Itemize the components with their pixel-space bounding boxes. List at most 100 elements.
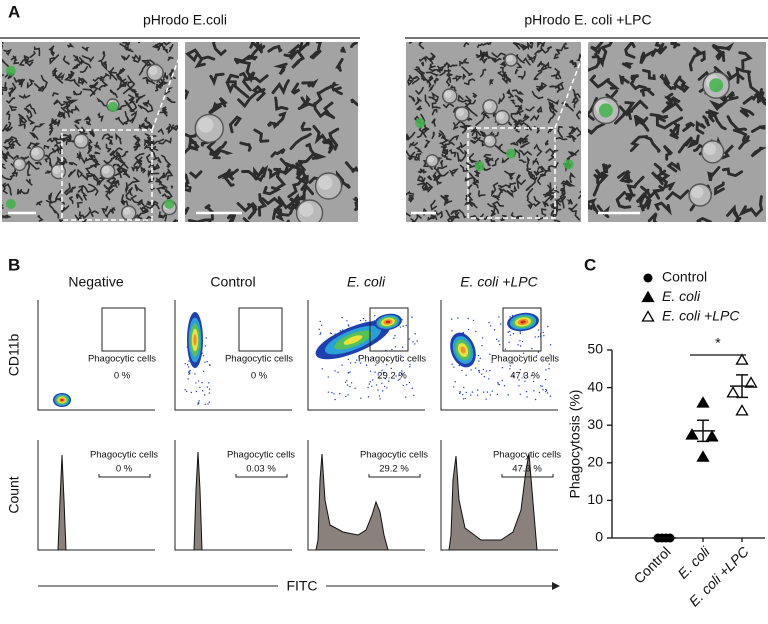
event [402, 384, 404, 387]
bacteria [237, 88, 266, 109]
bacteria [267, 121, 279, 127]
gate-percent: 0.03 % [246, 464, 276, 475]
bacteria [516, 138, 528, 144]
event [489, 369, 491, 372]
bacteria [101, 51, 106, 61]
bacteria [271, 207, 285, 222]
bacteria [67, 169, 76, 178]
column-header: E. coli [347, 274, 386, 290]
bacteria [571, 135, 577, 142]
bacteria [139, 207, 148, 213]
bacteria [417, 168, 425, 174]
event [509, 368, 511, 370]
bacteria [590, 42, 604, 55]
cell-highlight [75, 135, 84, 144]
event [491, 361, 493, 364]
bacteria [66, 42, 75, 48]
event [381, 390, 384, 392]
event [542, 358, 544, 360]
axis-label: FITC [286, 578, 317, 594]
bacteria [533, 70, 543, 81]
event [339, 330, 342, 332]
bacteria [116, 162, 126, 179]
density [343, 335, 363, 345]
bacteria [439, 69, 452, 77]
bacteria [165, 171, 170, 177]
bacteria [170, 124, 178, 132]
bacteria [554, 68, 561, 76]
event [414, 343, 416, 345]
event [377, 374, 379, 376]
bacteria [511, 89, 525, 95]
bacteria [288, 197, 298, 216]
bacteria [518, 149, 532, 157]
event [542, 389, 544, 391]
bacteria [738, 205, 752, 217]
event [408, 381, 411, 384]
bacteria [226, 80, 250, 99]
event [547, 325, 549, 328]
bacteria [140, 165, 147, 174]
bacteria [548, 161, 559, 171]
event [202, 370, 205, 373]
bacteria [19, 122, 26, 129]
bacteria [664, 92, 675, 107]
event [375, 364, 377, 366]
bacteria [24, 108, 33, 119]
event [485, 398, 487, 400]
bacteria [102, 60, 107, 66]
bacteria [516, 173, 522, 181]
bacteria [237, 54, 256, 74]
event [347, 394, 349, 396]
bacteria [547, 113, 556, 124]
bacteria [132, 135, 140, 147]
bacteria [441, 153, 452, 161]
bacteria [156, 187, 165, 194]
bacteria [445, 77, 451, 87]
bacteria [634, 114, 649, 125]
bacteria [431, 108, 438, 116]
bacteria [55, 72, 65, 80]
bacteria [557, 125, 563, 139]
event [365, 364, 368, 366]
bacteria [489, 79, 495, 86]
bacteria [76, 168, 84, 178]
bacteria [413, 68, 423, 78]
bacteria [474, 170, 481, 178]
bacteria [510, 184, 518, 193]
event [491, 390, 493, 392]
event [497, 382, 499, 384]
bacteria [712, 42, 735, 51]
event [519, 368, 521, 371]
bacteria [150, 145, 159, 151]
event [188, 373, 190, 375]
bacteria [636, 195, 651, 209]
bacteria [17, 113, 28, 124]
micrograph-content [406, 42, 581, 222]
bacteria [635, 192, 652, 210]
event [348, 325, 350, 327]
gate-label: Phagocytic cells [225, 354, 293, 365]
bacteria [253, 128, 270, 143]
gate [502, 307, 542, 352]
bacteria [18, 93, 31, 100]
bacteria [566, 149, 580, 162]
bacteria [624, 192, 636, 203]
bacteria [406, 190, 415, 196]
event [537, 351, 540, 353]
bacteria [48, 119, 54, 130]
bacteria [111, 163, 120, 170]
bacteria [526, 168, 533, 174]
bacteria [209, 72, 225, 87]
event [346, 379, 348, 382]
bacteria [517, 70, 526, 81]
bacteria [707, 166, 721, 182]
bacteria [68, 161, 78, 166]
gate-label: Phagocytic cells [360, 450, 428, 461]
bacteria [257, 193, 268, 217]
bacteria [9, 82, 17, 94]
axis-label: CD11b [6, 334, 22, 377]
event [477, 354, 480, 357]
bacteria [549, 85, 561, 90]
bacteria [428, 96, 437, 103]
